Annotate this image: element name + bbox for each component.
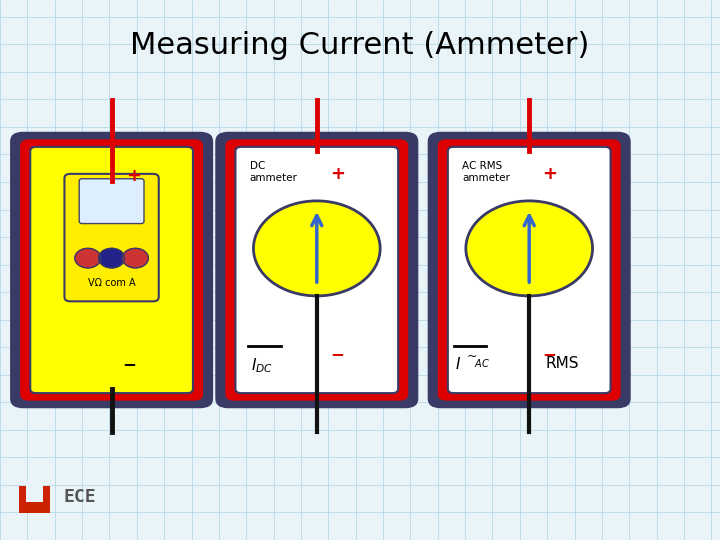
Circle shape	[99, 248, 125, 268]
FancyBboxPatch shape	[235, 147, 398, 393]
Text: Measuring Current (Ammeter): Measuring Current (Ammeter)	[130, 31, 590, 60]
Text: RMS: RMS	[545, 356, 579, 372]
Circle shape	[253, 201, 380, 296]
FancyBboxPatch shape	[448, 147, 611, 393]
FancyBboxPatch shape	[19, 486, 50, 513]
FancyBboxPatch shape	[225, 139, 408, 401]
Text: $_{AC}$: $_{AC}$	[474, 356, 490, 370]
Text: +: +	[542, 165, 557, 183]
Circle shape	[75, 248, 101, 268]
FancyBboxPatch shape	[26, 481, 43, 502]
Circle shape	[122, 248, 148, 268]
FancyBboxPatch shape	[20, 139, 203, 401]
FancyBboxPatch shape	[79, 179, 144, 224]
Text: −: −	[122, 355, 136, 374]
FancyBboxPatch shape	[65, 174, 158, 301]
Text: −: −	[330, 345, 343, 363]
Text: −: −	[542, 345, 556, 363]
Text: $I$: $I$	[455, 356, 461, 373]
Text: ECE: ECE	[63, 488, 96, 506]
Text: +: +	[126, 166, 141, 185]
Circle shape	[466, 201, 593, 296]
Text: $I_{DC}$: $I_{DC}$	[251, 356, 273, 375]
Text: +: +	[330, 165, 345, 183]
FancyBboxPatch shape	[428, 132, 631, 408]
Text: ~: ~	[467, 349, 477, 362]
FancyBboxPatch shape	[30, 147, 193, 393]
Text: DC
ammeter: DC ammeter	[250, 161, 297, 183]
FancyBboxPatch shape	[10, 132, 213, 408]
FancyBboxPatch shape	[438, 139, 621, 401]
Text: AC RMS
ammeter: AC RMS ammeter	[462, 161, 510, 183]
FancyBboxPatch shape	[215, 132, 418, 408]
Text: VΩ com A: VΩ com A	[88, 279, 135, 288]
